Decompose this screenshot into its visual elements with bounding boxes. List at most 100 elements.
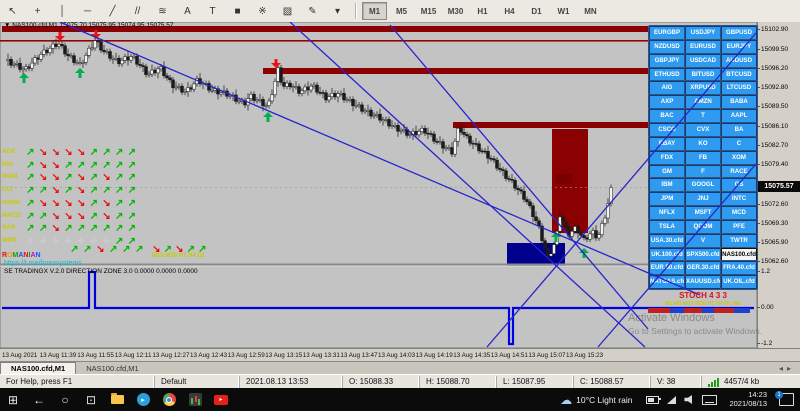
- symbol-button-ger-30-cfd[interactable]: GER.30.cfd: [685, 261, 721, 276]
- telegram-link[interactable]: https://t.me/forexsystems: [4, 260, 82, 267]
- symbol-button-gs[interactable]: GS: [721, 178, 757, 193]
- network-icon[interactable]: [667, 395, 677, 404]
- timeframe-m1-button[interactable]: M1: [362, 2, 387, 20]
- battery-icon[interactable]: [646, 395, 662, 404]
- taskbar-chrome-icon[interactable]: [156, 388, 182, 411]
- keyboard-icon[interactable]: [702, 394, 718, 405]
- symbol-button-tsla[interactable]: TSLA: [649, 219, 685, 234]
- symbol-button-eurusd[interactable]: EURUSD: [685, 39, 721, 54]
- symbol-button-mcd[interactable]: MCD: [721, 206, 757, 221]
- taskbar-clock[interactable]: 14:23 2021/08/13: [729, 390, 767, 408]
- timeframe-h1-button[interactable]: H1: [477, 6, 488, 16]
- symbol-button-audusd[interactable]: AUDUSD: [721, 53, 757, 68]
- symbol-button-fdx[interactable]: FDX: [649, 150, 685, 165]
- symbol-button-baba[interactable]: BABA: [721, 95, 757, 110]
- tool-cursor-icon[interactable]: ↖: [8, 5, 17, 17]
- symbol-button-xom[interactable]: XOM: [721, 150, 757, 165]
- tool-text-icon[interactable]: A: [184, 5, 191, 17]
- symbol-button-natgas-cfd[interactable]: NATGAS.cfd: [649, 275, 685, 290]
- symbol-button-spx500-cfd[interactable]: SPX500.cfd: [685, 247, 721, 262]
- tool-label-icon[interactable]: T: [209, 5, 216, 17]
- tool-crosshair-icon[interactable]: +: [34, 5, 41, 17]
- symbol-button-fb[interactable]: FB: [685, 150, 721, 165]
- symbol-button-v[interactable]: V: [685, 233, 721, 248]
- chart-tab-0[interactable]: NAS100.cfd,M1: [0, 362, 77, 375]
- symbol-button-amzn[interactable]: AMZN: [685, 95, 721, 110]
- tool-equidistant-channel-icon[interactable]: //: [134, 5, 141, 17]
- symbol-button-fra-40-cfd[interactable]: FRA.40.cfd: [721, 261, 757, 276]
- symbol-button-eurgbp[interactable]: EURGBP: [649, 26, 685, 40]
- symbol-button-c[interactable]: C: [721, 136, 757, 151]
- symbol-button-nflx[interactable]: NFLX: [649, 206, 685, 221]
- tool-vertical-line-icon[interactable]: │: [59, 5, 66, 17]
- symbol-button-jpm[interactable]: JPM: [649, 192, 685, 207]
- tool-trendline-icon[interactable]: ╱: [109, 5, 116, 17]
- symbol-button-btcusd[interactable]: BTCUSD: [721, 67, 757, 82]
- symbol-button-jnj[interactable]: JNJ: [685, 192, 721, 207]
- symbol-button-usdjpy[interactable]: USDJPY: [685, 26, 721, 40]
- symbol-button-intc[interactable]: INTC: [721, 192, 757, 207]
- symbol-button-ebay[interactable]: EBAY: [649, 136, 685, 151]
- symbol-button-csco[interactable]: CSCO: [649, 122, 685, 137]
- taskbar-search-icon[interactable]: ○: [61, 392, 69, 407]
- tab-scroll-arrows[interactable]: ◂▸: [779, 364, 795, 373]
- chart-tab-1[interactable]: NAS100.cfd,M1: [86, 364, 139, 373]
- symbol-button-nas100-cfd[interactable]: NAS100.cfd: [721, 247, 757, 262]
- tool-draw-icon[interactable]: ✎: [308, 5, 317, 17]
- symbol-button-f[interactable]: F: [685, 164, 721, 179]
- symbol-button-ko[interactable]: KO: [685, 136, 721, 151]
- symbol-button-gbpusd[interactable]: GBPUSD: [721, 26, 757, 40]
- symbol-button-twtr[interactable]: TWTR: [721, 233, 757, 248]
- symbol-button-nzdusd[interactable]: NZDUSD: [649, 39, 685, 54]
- price-scale[interactable]: 15075.57 15102.90 15099.50 15096.20 15092.8…: [756, 22, 800, 348]
- timeframe-m15-button[interactable]: M15: [420, 6, 437, 16]
- symbol-button-aapl[interactable]: AAPL: [721, 109, 757, 124]
- taskbar-back-icon[interactable]: ←: [33, 392, 45, 407]
- taskbar-start-icon[interactable]: ⊞: [7, 392, 19, 407]
- symbol-button-t[interactable]: T: [685, 109, 721, 124]
- notification-center-icon[interactable]: 1: [775, 391, 794, 406]
- symbol-button-gm[interactable]: GM: [649, 164, 685, 179]
- taskbar-file-explorer-icon[interactable]: [104, 388, 130, 411]
- symbol-button-cvx[interactable]: CVX: [685, 122, 721, 137]
- symbol-button-msft[interactable]: MSFT: [685, 206, 721, 221]
- symbol-button-eur-50-cfd[interactable]: EUR.50.cfd: [649, 261, 685, 276]
- chart-collapse-icon[interactable]: ▼: [4, 22, 11, 29]
- symbol-button-bitusd[interactable]: BITUSD: [685, 67, 721, 82]
- symbol-button-ibm[interactable]: IBM: [649, 178, 685, 193]
- timeframe-h4-button[interactable]: H4: [504, 6, 515, 16]
- tool-more-tools-icon[interactable]: ▾: [334, 5, 341, 17]
- symbol-button-ltcusd[interactable]: LTCUSD: [721, 81, 757, 96]
- symbol-button-pfe[interactable]: PFE: [721, 219, 757, 234]
- taskbar-task-view-icon[interactable]: ⊡: [85, 392, 97, 407]
- symbol-button-usdcad[interactable]: USDCAD: [685, 53, 721, 68]
- tool-arrows-icon[interactable]: ▨: [282, 5, 293, 17]
- timeframe-m30-button[interactable]: M30: [447, 6, 464, 16]
- symbol-button-bac[interactable]: BAC: [649, 109, 685, 124]
- tool-rectangle-icon[interactable]: ■: [234, 5, 241, 17]
- timeframe-mn-button[interactable]: MN: [584, 6, 597, 16]
- symbol-button-ba[interactable]: BA: [721, 122, 757, 137]
- timeframe-d1-button[interactable]: D1: [531, 6, 542, 16]
- symbol-button-ethusd[interactable]: ETHUSD: [649, 67, 685, 82]
- symbol-button-eurjpy[interactable]: EURJPY: [721, 39, 757, 54]
- timeframe-m5-button[interactable]: M5: [395, 6, 408, 16]
- symbol-button-usa-30-cfd[interactable]: USA.30.cfd: [649, 233, 685, 248]
- symbol-button-race[interactable]: RACE: [721, 164, 757, 179]
- time-axis[interactable]: 13 Aug 2021 13 Aug 11:39 13 Aug 11:55 13 Au…: [0, 348, 800, 362]
- weather-widget[interactable]: ☁ 10°C Light rain: [560, 393, 632, 407]
- timeframe-w1-button[interactable]: W1: [557, 6, 570, 16]
- symbol-button-axp[interactable]: AXP: [649, 95, 685, 110]
- symbol-button-aig[interactable]: AIG: [649, 81, 685, 96]
- symbol-button-uk-oil-cfd[interactable]: UK.OIL.cfd: [721, 275, 757, 290]
- tool-fibonacci-icon[interactable]: ≋: [158, 5, 167, 17]
- taskbar-youtube-icon[interactable]: ▸: [208, 388, 234, 411]
- tool-shapes-icon[interactable]: ※: [258, 5, 267, 17]
- symbol-button-uk-100-cfd[interactable]: UK.100.cfd: [649, 247, 685, 262]
- symbol-button-qcom[interactable]: QCOM: [685, 219, 721, 234]
- symbol-button-googl[interactable]: GOOGL: [685, 178, 721, 193]
- taskbar-mt4-icon[interactable]: [182, 388, 208, 411]
- symbol-button-xrpusd[interactable]: XRPUSD: [685, 81, 721, 96]
- taskbar-telegram-icon[interactable]: ▸: [130, 388, 156, 411]
- volume-icon[interactable]: [684, 395, 694, 404]
